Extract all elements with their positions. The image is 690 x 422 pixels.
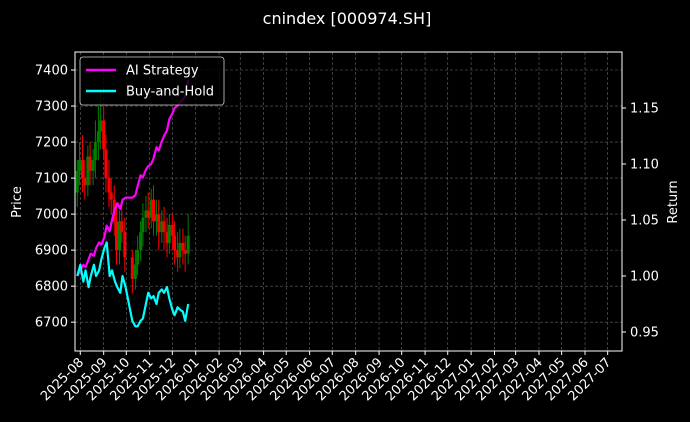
candle-body (183, 250, 187, 254)
left-tick-label: 6800 (35, 280, 68, 295)
candle-body (170, 224, 174, 236)
candle-body (91, 160, 95, 171)
candle-body (99, 120, 103, 132)
candle-body (157, 214, 161, 233)
candle-body (107, 178, 111, 193)
series-line-buy-and-hold (76, 241, 190, 328)
plot-frame (74, 51, 623, 352)
candle-body (88, 156, 92, 171)
candle-body (118, 221, 122, 251)
candle-body (81, 160, 85, 179)
candle-body (181, 242, 185, 251)
legend-label: Buy-and-Hold (126, 85, 214, 100)
candle-body (102, 120, 106, 150)
candle-body (109, 192, 113, 200)
left-tick-label: 7200 (35, 136, 68, 151)
candle-body (146, 210, 150, 218)
candle-body (86, 156, 90, 186)
candle-body (139, 232, 143, 251)
candle-body (114, 221, 118, 251)
candle-body (133, 264, 137, 279)
candle-body (165, 232, 169, 243)
legend: AI Strategy Buy-and-Hold (79, 56, 225, 106)
chart-title: cnindex [000974.SH] (263, 9, 432, 28)
candle-body (149, 199, 153, 218)
candle-body (96, 131, 100, 143)
x-axis-ticks: 2025-082025-092025-102025-112025-122026-… (38, 351, 614, 404)
candle-body (173, 235, 177, 251)
legend-label: AI Strategy (126, 64, 199, 79)
series-lines (76, 79, 190, 328)
right-tick-label: 1.15 (630, 101, 659, 116)
candle-body (78, 160, 82, 171)
candle-body (176, 250, 180, 258)
candle-body (104, 149, 108, 179)
right-axis-label: Return (666, 180, 681, 223)
candle-body (136, 250, 140, 265)
right-tick-label: 0.95 (630, 325, 659, 340)
candle-body (144, 210, 148, 218)
series-line-ai-strategy (76, 79, 190, 277)
candle-body (123, 232, 127, 258)
candle-body (186, 235, 190, 254)
candle-body (93, 142, 97, 161)
right-tick-label: 1.05 (630, 213, 659, 228)
left-tick-label: 7400 (35, 64, 68, 79)
grid (75, 52, 622, 351)
candle-body (178, 242, 182, 258)
left-tick-label: 6700 (35, 316, 68, 331)
right-tick-label: 1.00 (630, 269, 659, 284)
right-tick-label: 1.10 (630, 157, 659, 172)
left-axis-label: Price (10, 186, 25, 218)
right-axis-ticks: 0.95 1.00 1.05 1.10 1.15 (622, 101, 659, 340)
candle-body (130, 257, 134, 279)
candle-body (162, 221, 166, 233)
left-tick-label: 7100 (35, 172, 68, 187)
candle-body (151, 199, 155, 222)
left-tick-label: 6900 (35, 244, 68, 259)
candle-body (83, 178, 87, 186)
candle-body (75, 170, 79, 193)
candle-body (160, 221, 164, 233)
left-tick-label: 7000 (35, 208, 68, 223)
candle-body (120, 221, 124, 233)
left-axis-ticks: 6700 6800 6900 7000 7100 7200 7300 7400 (35, 64, 75, 331)
candle-body (167, 224, 171, 243)
left-tick-label: 7300 (35, 100, 68, 115)
candle-body (154, 214, 158, 222)
candle-body (141, 217, 145, 233)
